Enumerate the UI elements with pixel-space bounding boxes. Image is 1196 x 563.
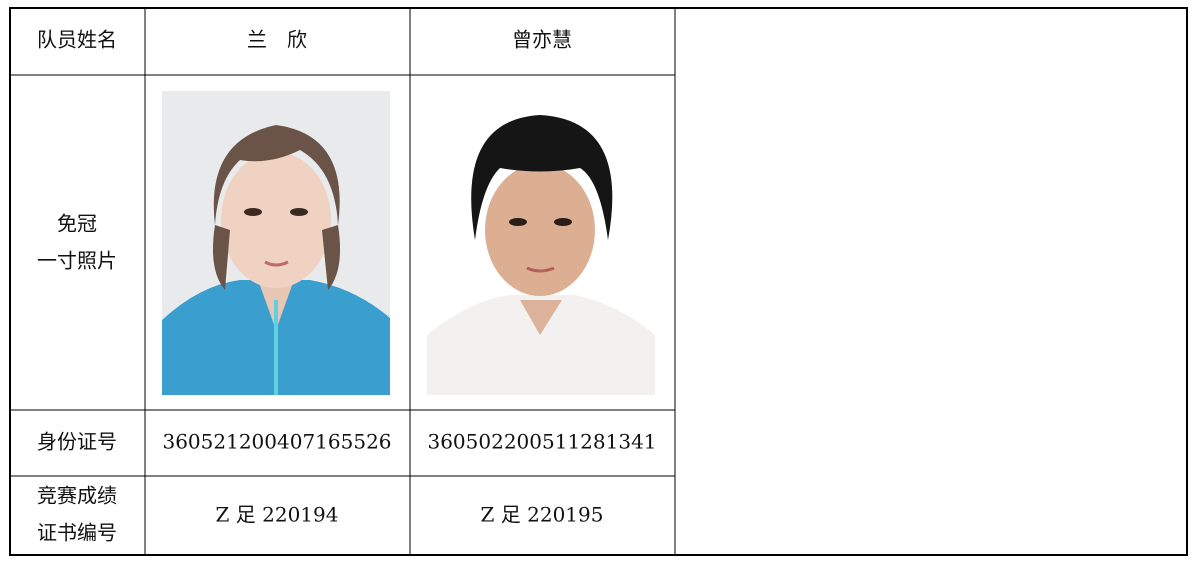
photo-1	[162, 91, 390, 395]
cell: 兰 欣	[247, 28, 307, 52]
cell: 360521200407165526	[162, 430, 391, 454]
cell: 身份证号	[37, 430, 117, 454]
cell: 一寸照片	[37, 249, 117, 273]
table-grid	[10, 8, 676, 555]
cell: Z 足 220194	[216, 503, 339, 527]
cell: 队员姓名	[37, 28, 117, 52]
cell: 曾亦慧	[512, 28, 572, 52]
photo-2	[427, 108, 655, 395]
cell: 免冠	[57, 212, 97, 236]
cell: 证书编号	[37, 521, 117, 545]
cell: 360502200511281341	[427, 430, 656, 454]
cell: 竞赛成绩	[37, 484, 117, 508]
table-border	[9, 7, 1188, 556]
cell: Z 足 220195	[481, 503, 604, 527]
